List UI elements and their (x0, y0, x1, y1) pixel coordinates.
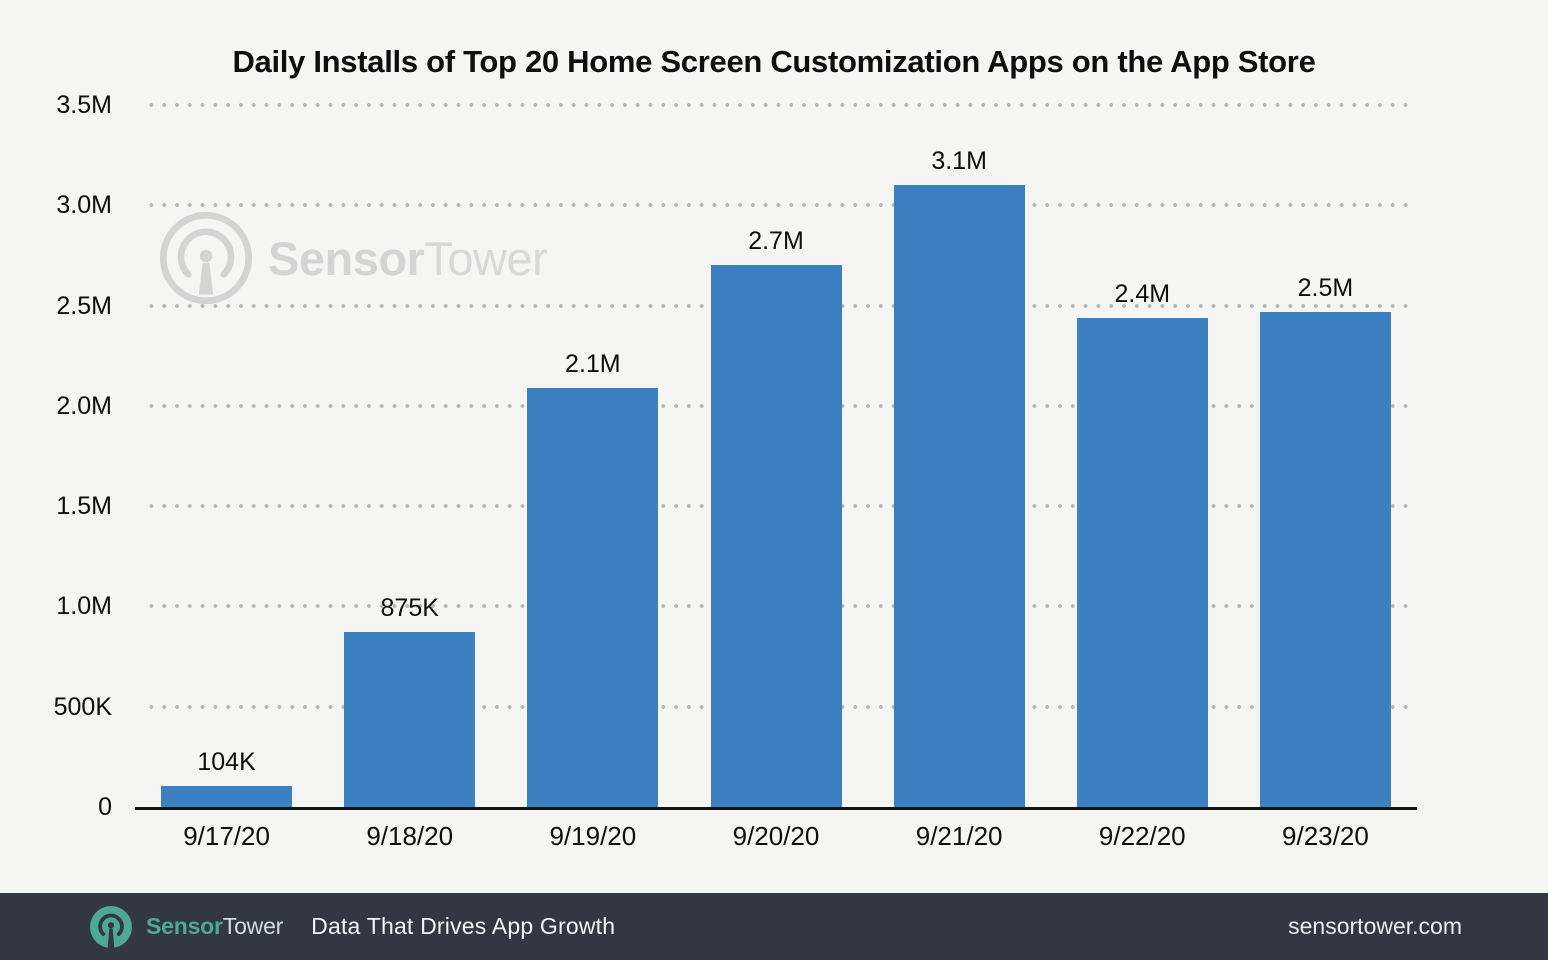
sensortower-logo-watermark-icon (159, 211, 253, 305)
gridline (145, 103, 1409, 107)
footer-tagline: Data That Drives App Growth (311, 913, 616, 939)
footer-url: sensortower.com (1288, 913, 1462, 939)
x-axis: 9/17/20 9/18/20 9/19/20 9/20/20 9/21/20 9/22/… (135, 819, 1417, 853)
bar-value-label: 2.5M (1297, 273, 1354, 302)
plot-area: 104K 875K 2.1M 2.7M 3.1M 2.4M 2.5M (135, 103, 1417, 810)
bar-value-label: 3.1M (931, 147, 987, 176)
bar-value-label: 104K (197, 748, 256, 777)
footer-brand-light: Tower (222, 913, 284, 939)
x-tick-label: 9/17/20 (183, 821, 270, 851)
x-tick-label: 9/20/20 (732, 821, 820, 851)
x-tick-label: 9/21/20 (915, 821, 1003, 851)
bar-value-label: 875K (380, 593, 439, 622)
bar-9-17-20 (161, 786, 293, 807)
footer: SensorTower Data That Drives App Growth … (0, 893, 1548, 960)
bar-9-23-20 (1259, 311, 1391, 807)
footer-brand-bold: Sensor (146, 913, 223, 939)
y-tick-label: 500K (53, 692, 112, 721)
y-tick-label: 3.5M (56, 91, 112, 119)
x-tick-label: 9/18/20 (366, 821, 454, 851)
y-tick-label: 1.5M (56, 492, 112, 521)
bar-9-19-20 (527, 387, 659, 807)
chart-title: Daily Installs of Top 20 Home Screen Cus… (232, 44, 1316, 79)
bar-value-label: 2.1M (565, 349, 621, 378)
gridline (145, 203, 1409, 208)
x-tick-label: 9/23/20 (1282, 821, 1369, 851)
bar-9-22-20 (1076, 317, 1208, 807)
y-tick-label: 1.0M (56, 592, 112, 621)
y-axis: 3.5M 3.0M 2.5M 2.0M 1.5M 1.0M 500K 0 (0, 91, 112, 821)
bar-9-18-20 (344, 631, 476, 807)
bar-value-label: 2.4M (1114, 279, 1171, 308)
x-tick-label: 9/19/20 (549, 821, 637, 851)
watermark-brand-text: SensorTower (268, 231, 548, 285)
bar-9-21-20 (893, 185, 1025, 807)
footer-brand: SensorTower (146, 913, 283, 940)
y-tick-label: 3.0M (56, 191, 112, 220)
bar-9-20-20 (710, 265, 842, 807)
y-tick-label: 2.5M (56, 291, 112, 320)
sensortower-logo-icon (90, 905, 132, 948)
bar-value-label: 2.7M (748, 227, 804, 256)
y-tick-label: 0 (98, 793, 112, 821)
x-tick-label: 9/22/20 (1098, 821, 1186, 851)
y-tick-label: 2.0M (56, 391, 112, 420)
watermark: SensorTower (158, 210, 548, 306)
